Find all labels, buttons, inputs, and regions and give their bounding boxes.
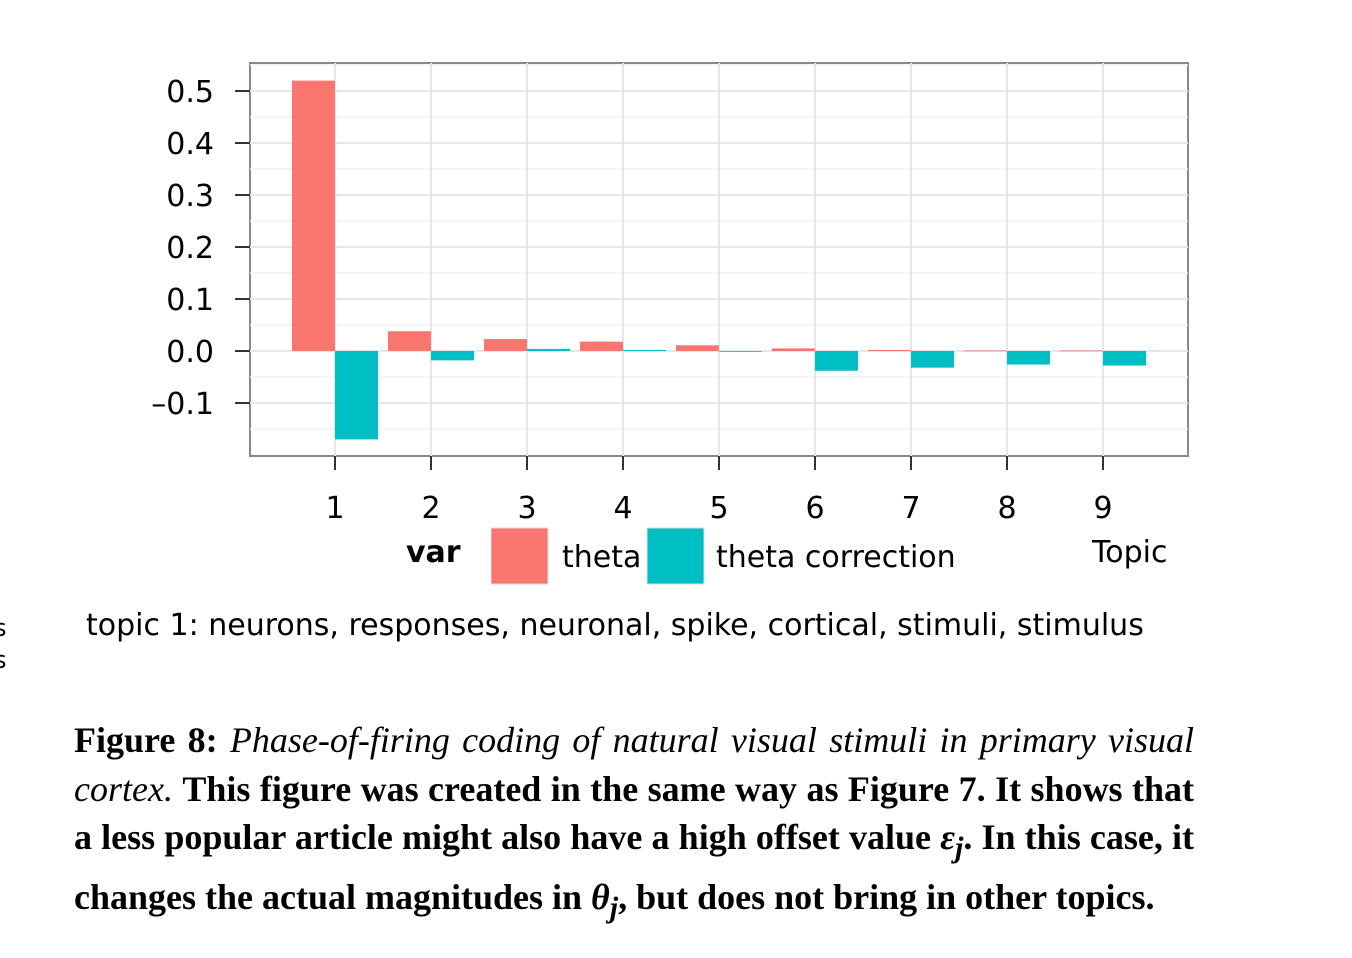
bar-theta-8 <box>964 350 1007 352</box>
x-tick-label: 9 <box>1093 491 1112 526</box>
bar-theta-4 <box>580 341 623 351</box>
bar-theta-7 <box>868 349 911 351</box>
x-tick-label: 5 <box>709 491 728 526</box>
legend-swatch-theta-correction <box>646 527 705 585</box>
y-tick-label: 0.3 <box>166 179 214 214</box>
caption-sentence-1: This figure was created in the same way … <box>74 768 1195 858</box>
x-tick-label: 7 <box>901 491 920 526</box>
bar-theta-6 <box>772 348 815 351</box>
legend-label-theta: theta <box>562 540 641 575</box>
bar-theta-correction-9 <box>1103 351 1146 366</box>
caption-title: Phase-of-firing coding of natural visual… <box>74 720 1195 809</box>
y-tick-label: 0.0 <box>166 335 214 370</box>
caption-label: Figure 8: <box>74 720 218 760</box>
caption-sentence-2: . In this case, it changes the actual ma… <box>74 817 1194 917</box>
bar-theta-5 <box>676 345 719 351</box>
figure-caption: Figure 8: Phase-of-firing coding of natu… <box>74 716 1194 932</box>
y-axis: 0.5 0.4 0.3 0.2 0.1 0.0 –0.1 <box>151 75 250 422</box>
bar-theta-correction-2 <box>431 351 474 361</box>
caption-body: This figure was created in the same way … <box>74 768 1195 924</box>
legend: var theta theta correction <box>406 527 956 585</box>
x-tick-label: 3 <box>517 491 536 526</box>
x-tick-label: 2 <box>421 491 440 526</box>
epsilon-symbol: ε <box>940 817 955 857</box>
bar-theta-correction-6 <box>815 351 858 371</box>
topic-words: topic 1: neurons, responses, neuronal, s… <box>86 608 1144 643</box>
bar-chart: 0.5 0.4 0.3 0.2 0.1 0.0 –0.1 1 2 3 4 5 6 7 8 9 Topic v… <box>151 62 1189 585</box>
bar-theta-correction-5 <box>719 351 762 352</box>
y-tick-label: 0.2 <box>166 231 214 266</box>
bar-theta-correction-1 <box>335 351 378 440</box>
bar-theta-correction-4 <box>623 349 666 351</box>
x-tick-label: 4 <box>613 491 632 526</box>
x-axis: 1 2 3 4 5 6 7 8 9 <box>325 456 1113 526</box>
bar-theta-correction-3 <box>527 348 570 351</box>
bars <box>292 80 1146 440</box>
y-tick-label: 0.1 <box>166 283 214 318</box>
legend-swatch-theta <box>490 527 549 585</box>
y-tick-label: 0.4 <box>166 127 214 162</box>
x-tick-label: 1 <box>325 491 344 526</box>
bar-theta-correction-7 <box>911 351 954 368</box>
edge-glyph: s <box>0 646 7 674</box>
subscript-j: j <box>609 890 619 924</box>
legend-title: var <box>406 535 461 570</box>
x-tick-label: 8 <box>997 491 1016 526</box>
legend-label-theta-correction: theta correction <box>716 540 956 575</box>
bar-theta-2 <box>388 331 431 351</box>
subscript-j: j <box>954 831 964 865</box>
theta-symbol: θ <box>591 876 610 917</box>
x-tick-label: 6 <box>805 491 824 526</box>
caption-sentence-3: , but does not bring in other topics. <box>618 876 1155 917</box>
y-tick-label: –0.1 <box>151 387 214 422</box>
bar-theta-3 <box>484 339 527 351</box>
bar-theta-1 <box>292 80 335 351</box>
bar-theta-correction-8 <box>1007 351 1050 365</box>
bar-theta-9 <box>1060 350 1103 352</box>
edge-glyph: s <box>0 614 7 642</box>
x-axis-title: Topic <box>1091 535 1167 570</box>
y-tick-label: 0.5 <box>166 75 214 110</box>
